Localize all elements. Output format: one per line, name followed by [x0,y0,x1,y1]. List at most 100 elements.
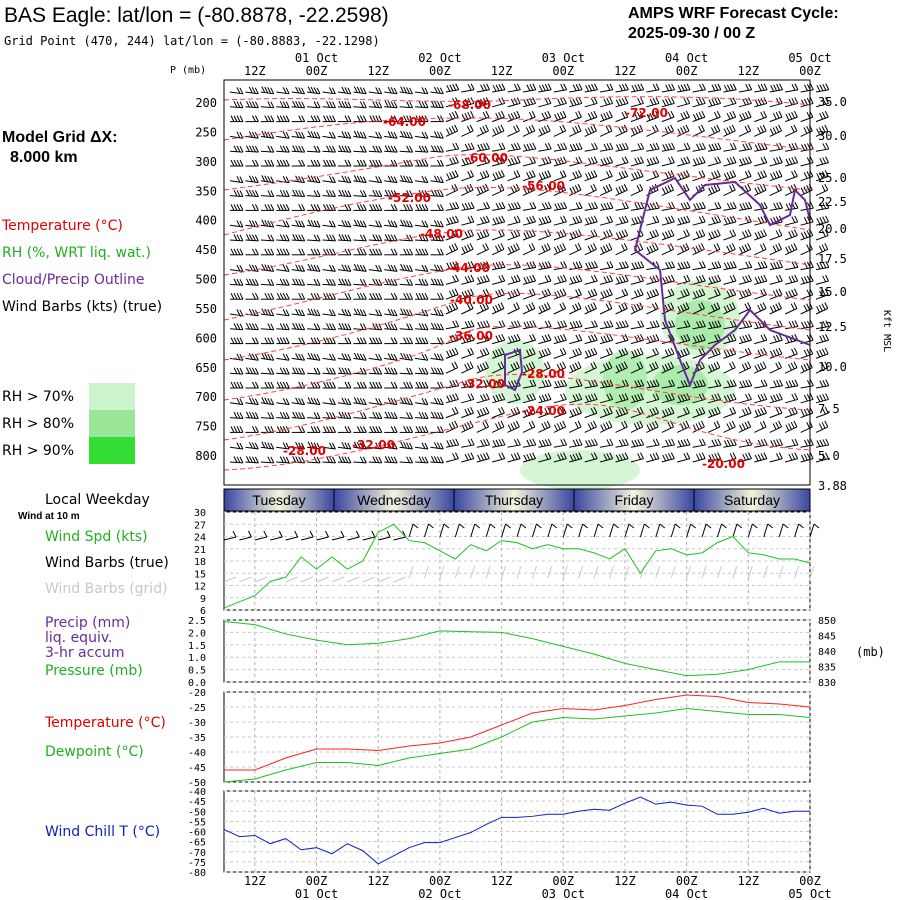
wind-barb [630,142,645,152]
wind-barb [384,278,398,286]
wind-barb [322,264,336,272]
wind-barb [337,145,352,153]
wind-barb [553,170,567,182]
wind-barb [815,142,830,152]
y-tick: 12 [194,582,206,593]
wind-barb [276,411,290,420]
wind-barb [291,353,306,361]
wind-barb [430,367,444,375]
wind-barb [229,309,244,317]
wind-barb [476,452,490,463]
wind-barb [553,274,567,285]
wind-barb [399,278,414,286]
wind-barb [307,145,321,153]
wind-barb [384,189,398,198]
wind-barb [476,302,489,315]
weekday-label: Saturday [724,492,780,508]
cross-section-bg [224,80,810,485]
wind-barb [322,175,336,184]
wind-barb [646,347,660,359]
wind-barb [353,381,367,389]
wind-barb [368,204,383,211]
wind-barb [646,83,660,93]
forecast-cycle-value: 2025-09-30 / 00 Z [628,25,755,42]
wind-barb [599,334,614,345]
wind-barb [445,452,459,463]
wind-barb [569,274,583,285]
wind-barb [584,183,597,197]
wind-barb [291,367,306,375]
wind-barb [553,347,567,359]
bottom-hour-tick: 00Z [306,874,328,888]
wind-barb [615,215,629,226]
wind-barb [307,278,321,286]
wind-barb [661,97,675,108]
wind-barb [461,156,475,167]
wind-barb [445,83,460,93]
wind-barb [368,220,383,228]
wind-barb [399,352,413,361]
wind-barb [569,243,582,256]
wind-barb [538,438,552,448]
wind-barb [476,361,489,374]
y-tick: -75 [188,858,206,869]
wind-barb [322,131,336,139]
bottom-hour-tick: 12Z [737,874,759,888]
wind-barb [353,412,367,420]
wind-barb [584,243,597,256]
wind-barb [522,379,537,389]
wind-barb [276,115,290,123]
wind-barb [415,367,429,375]
wind-barb [291,278,306,286]
wind-barb [461,274,475,285]
y-tick: -65 [188,838,206,849]
top-date-tick: 01 Oct [295,51,338,65]
wind-barb [615,243,628,256]
weekday-label: Thursday [485,492,543,508]
wind-barb [291,308,306,317]
wind-barb [337,426,352,433]
wind-barb [646,420,659,433]
wind-barb [476,347,490,359]
pressure-axis-label: P (mb) [170,65,206,76]
wind-barb [322,381,336,389]
wind-barb [538,452,552,463]
wind-barb [414,353,429,361]
wind-barb [815,274,830,285]
wind-barb [553,229,567,241]
bottom-date-tick: 05 Oct [788,887,831,900]
wind-barb [461,97,475,108]
wind-barb [522,243,536,256]
wind-barb [661,110,675,123]
wind-barb [815,156,830,167]
wind-barb [445,406,459,419]
wind-barb [384,145,398,153]
wind-barb [630,438,645,448]
wind-barb [476,229,490,241]
wind-barb [600,438,614,448]
wind-barb [245,337,259,345]
wind-barb [322,115,336,123]
wind-barb [615,452,629,463]
wind-barb [291,100,306,109]
wind-barb [322,87,336,95]
wind-barb [414,264,429,272]
wind-barb [553,420,567,433]
top-hour-tick: 00Z [429,64,451,78]
rh90-label: RH > 90% [2,443,74,459]
wind-barb [615,97,629,108]
wind-barb [599,110,613,123]
wind-barb [630,183,644,197]
wind-barb [815,302,829,315]
wind-barb [260,352,275,361]
bottom-hour-tick: 00Z [676,874,698,888]
wind-barb [322,367,336,375]
wind-barb [461,215,475,226]
y-tick: -50 [188,807,206,818]
wind-barb [461,170,474,182]
wind-barb [276,264,290,272]
wind-barb [599,347,613,359]
wind-barb [553,156,567,167]
wind-barb [414,309,429,317]
